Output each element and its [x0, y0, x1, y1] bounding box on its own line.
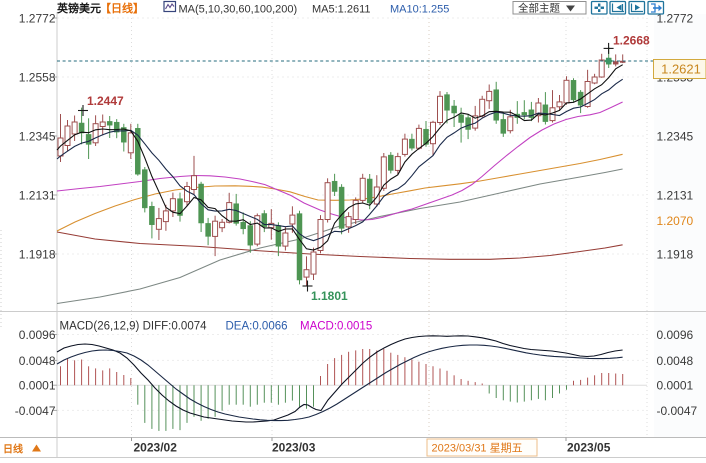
svg-text:1.2621: 1.2621	[661, 62, 701, 77]
svg-text:DEA:0.0066: DEA:0.0066	[226, 321, 288, 333]
svg-text:MA5:1.2611: MA5:1.2611	[312, 4, 371, 16]
svg-text:1.1918: 1.1918	[657, 248, 694, 262]
svg-text:0.0048: 0.0048	[19, 354, 56, 368]
svg-text:0.0001: 0.0001	[657, 379, 694, 393]
svg-text:MACD(26,12,9) DIFF:0.0074: MACD(26,12,9) DIFF:0.0074	[60, 321, 208, 333]
svg-text:2023/03/31 星期五: 2023/03/31 星期五	[432, 442, 523, 455]
svg-text:【日线】: 【日线】	[100, 1, 144, 15]
svg-text:英镑美元: 英镑美元	[56, 1, 101, 15]
svg-text:1.2070: 1.2070	[657, 214, 694, 228]
svg-text:0.0001: 0.0001	[19, 379, 56, 393]
svg-text:1.2345: 1.2345	[657, 130, 694, 144]
svg-text:2023/03: 2023/03	[272, 441, 316, 455]
svg-text:2023/05: 2023/05	[567, 441, 611, 455]
svg-text:1.2131: 1.2131	[657, 189, 694, 203]
svg-text:1.1918: 1.1918	[19, 248, 56, 262]
svg-text:0.0096: 0.0096	[657, 328, 694, 342]
svg-text:1.2558: 1.2558	[19, 71, 56, 85]
svg-text:-0.0047: -0.0047	[15, 404, 56, 418]
svg-text:MACD:0.0015: MACD:0.0015	[300, 321, 372, 333]
svg-text:1.2668: 1.2668	[613, 34, 650, 48]
svg-text:2023/02: 2023/02	[134, 441, 178, 455]
svg-text:0.0096: 0.0096	[19, 328, 56, 342]
svg-text:0.0048: 0.0048	[657, 354, 694, 368]
svg-text:1.1801: 1.1801	[311, 289, 348, 303]
svg-text:-0.0047: -0.0047	[657, 404, 698, 418]
svg-text:MA(5,10,30,60,100,200): MA(5,10,30,60,100,200)	[179, 4, 298, 16]
svg-text:1.2772: 1.2772	[19, 12, 56, 26]
svg-text:1.2447: 1.2447	[87, 94, 124, 108]
svg-text:日线: 日线	[3, 443, 23, 456]
svg-text:全部主题: 全部主题	[518, 2, 560, 15]
svg-text:1.2131: 1.2131	[19, 189, 56, 203]
svg-text:1.2345: 1.2345	[19, 130, 56, 144]
svg-text:MA10:1.255: MA10:1.255	[390, 4, 449, 16]
